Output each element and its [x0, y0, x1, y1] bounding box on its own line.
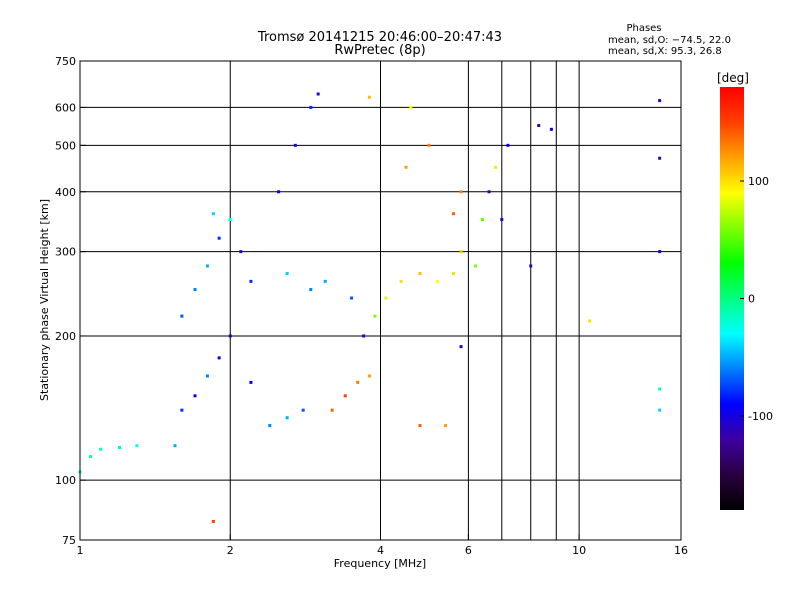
data-point: [362, 334, 366, 338]
data-point: [500, 218, 504, 222]
data-point: [193, 394, 197, 398]
axis-ticks: 1 2 4 6 10 16 75 100 200 300 400 500 600 750: [55, 55, 688, 557]
grid: [80, 61, 681, 540]
data-point: [529, 264, 533, 268]
colorbar-tick-label: -100: [748, 410, 773, 423]
data-point: [193, 288, 197, 292]
data-point: [217, 236, 221, 240]
data-point: [350, 296, 354, 300]
data-point: [323, 279, 327, 283]
data-point: [367, 374, 371, 378]
data-point: [451, 272, 455, 276]
data-point: [89, 455, 93, 459]
colorbar-label: [deg]: [717, 71, 749, 85]
data-point: [487, 190, 491, 194]
data-point: [404, 165, 408, 169]
data-point: [658, 156, 662, 160]
phase-stats-line-o: mean, sd,O: −74.5, 22.0: [608, 35, 731, 46]
data-point: [367, 95, 371, 99]
colorbar-tick-label: 0: [748, 293, 755, 306]
data-point: [217, 356, 221, 360]
y-tick-label: 100: [55, 474, 76, 487]
data-point: [658, 250, 662, 254]
data-point: [228, 334, 232, 338]
y-tick-label: 750: [55, 55, 76, 68]
y-tick-label: 400: [55, 186, 76, 199]
data-point: [135, 444, 139, 448]
data-point: [173, 444, 177, 448]
data-point: [356, 380, 360, 384]
data-point: [211, 519, 215, 523]
data-point: [473, 264, 477, 268]
data-point: [427, 143, 431, 147]
data-point: [451, 212, 455, 216]
data-point: [409, 105, 413, 109]
data-point: [549, 127, 553, 131]
data-point: [343, 394, 347, 398]
x-tick-label: 10: [572, 544, 586, 557]
data-point: [285, 272, 289, 276]
x-tick-label: 16: [674, 544, 688, 557]
data-point: [180, 408, 184, 412]
data-point: [459, 190, 463, 194]
data-point: [658, 408, 662, 412]
y-tick-label: 200: [55, 330, 76, 343]
data-point: [537, 124, 541, 128]
x-tick-label: 1: [77, 544, 84, 557]
y-tick-label: 75: [62, 534, 76, 547]
data-point: [435, 279, 439, 283]
data-point: [249, 279, 253, 283]
data-point: [239, 250, 243, 254]
data-point: [316, 92, 320, 96]
y-tick-label: 300: [55, 246, 76, 259]
data-point: [444, 424, 448, 428]
colorbar-tick-label: 100: [748, 175, 769, 188]
phase-stats-heading: Phases: [626, 23, 661, 34]
chart-title: Tromsø 20141215 20:46:00–20:47:43: [257, 30, 502, 45]
data-point: [249, 380, 253, 384]
data-point: [268, 424, 272, 428]
data-point: [399, 279, 403, 283]
data-point: [205, 264, 209, 268]
data-point: [658, 99, 662, 103]
y-tick-label: 500: [55, 139, 76, 152]
x-tick-label: 2: [227, 544, 234, 557]
data-point: [285, 416, 289, 420]
data-point: [205, 374, 209, 378]
data-point: [277, 190, 281, 194]
data-point: [99, 447, 103, 451]
data-point: [418, 272, 422, 276]
x-tick-label: 4: [377, 544, 384, 557]
data-points: [78, 92, 662, 523]
chart-subtitle: RwPretec (8p): [334, 43, 425, 58]
data-point: [180, 314, 184, 318]
data-point: [418, 424, 422, 428]
x-axis-label: Frequency [MHz]: [334, 557, 426, 570]
phase-stats-line-x: mean, sd,X: 95.3, 26.8: [608, 46, 722, 57]
data-point: [459, 345, 463, 349]
data-point: [211, 212, 215, 216]
data-point: [293, 143, 297, 147]
data-point: [506, 143, 510, 147]
data-point: [384, 296, 388, 300]
x-tick-label: 6: [465, 544, 472, 557]
data-point: [118, 445, 122, 449]
data-point: [373, 314, 377, 318]
data-point: [658, 387, 662, 391]
y-axis-label: Stationary phase Virtual Height [km]: [38, 199, 51, 401]
data-point: [480, 218, 484, 222]
data-point: [228, 218, 232, 222]
y-tick-label: 600: [55, 101, 76, 114]
data-point: [301, 408, 305, 412]
data-point: [330, 408, 334, 412]
data-point: [494, 165, 498, 169]
data-point: [309, 288, 313, 292]
colorbar-ticks: 100 0 -100: [740, 175, 773, 423]
data-point: [459, 250, 463, 254]
data-point: [309, 105, 313, 109]
data-point: [588, 319, 592, 323]
